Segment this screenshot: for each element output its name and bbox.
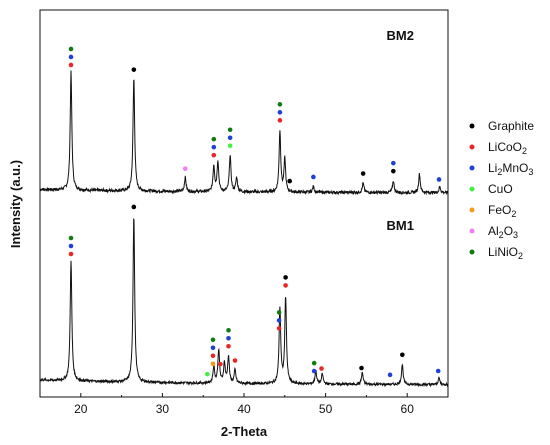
phase-marker-licoo2 [68, 62, 74, 68]
phase-marker-li2mno3 [227, 135, 233, 141]
x-tick-label: 20 [74, 402, 88, 416]
legend-dot-linio2 [469, 249, 475, 255]
phase-marker-linio2 [211, 136, 217, 142]
legend-text-part: LiCoO [488, 140, 522, 154]
x-tick-label: 30 [156, 402, 170, 416]
phase-marker-linio2 [277, 102, 283, 107]
legend-label-licoo2: LiCoO2 [488, 140, 527, 156]
legend-text-part: O [504, 224, 513, 238]
phase-marker-linio2 [311, 360, 317, 366]
phase-marker-li2mno3 [311, 368, 317, 374]
legend-subscript: 2 [497, 167, 502, 177]
sample-label-bm1: BM1 [387, 218, 414, 233]
legend-text-part: LiNiO [488, 245, 518, 259]
legend-subscript: 2 [511, 209, 516, 219]
phase-markers [68, 46, 442, 378]
legend-label-linio2: LiNiO2 [488, 245, 523, 261]
phase-marker-li2mno3 [391, 160, 396, 166]
legend-text-part: Al [488, 224, 499, 238]
phase-marker-licoo2 [218, 361, 223, 367]
legend-subscript: 3 [528, 167, 533, 177]
diffraction-traces [39, 70, 449, 388]
phase-marker-li2mno3 [435, 368, 441, 374]
x-tick-label: 60 [401, 402, 415, 416]
phase-marker-li2mno3 [211, 144, 217, 150]
phase-marker-graphite [400, 352, 405, 358]
phase-marker-li2mno3 [226, 335, 231, 341]
phase-marker-graphite [360, 171, 366, 176]
trace-bm2 [39, 70, 449, 196]
y-axis-title: Intensity (a.u.) [8, 160, 23, 248]
x-axis-title: 2-Theta [221, 424, 268, 439]
legend-label-al2o3: Al2O3 [488, 224, 518, 240]
sample-label-bm2: BM2 [387, 28, 414, 43]
legend-label-cuo: CuO [488, 182, 513, 196]
legend-subscript: 2 [499, 230, 504, 240]
phase-marker-li2mno3 [68, 243, 74, 249]
phase-marker-licoo2 [277, 118, 283, 123]
legend-text-part: Graphite [488, 119, 534, 133]
trace-bm1 [39, 217, 449, 388]
legend-subscript: 3 [513, 230, 518, 240]
phase-marker-cuo [227, 143, 233, 149]
x-tick-label: 40 [237, 402, 251, 416]
legend-dot-cuo [469, 186, 475, 192]
phase-marker-licoo2 [276, 326, 282, 331]
phase-marker-linio2 [210, 337, 216, 343]
phase-marker-licoo2 [210, 353, 216, 359]
legend-label-graphite: Graphite [488, 119, 534, 133]
legend-subscript: 2 [522, 146, 527, 156]
legend-dot-graphite [469, 123, 475, 129]
legend-text-part: MnO [502, 161, 528, 175]
legend-dot-licoo2 [469, 144, 475, 150]
legend-dot-li2mno3 [469, 165, 475, 171]
phase-marker-licoo2 [211, 152, 217, 158]
phase-marker-licoo2 [232, 358, 238, 363]
phase-marker-licoo2 [283, 283, 288, 288]
phase-marker-graphite [131, 67, 137, 72]
phase-marker-li2mno3 [436, 177, 442, 182]
phase-marker-cuo [204, 371, 210, 377]
legend-dot-al2o3 [469, 228, 475, 234]
legend-text-part: CuO [488, 182, 513, 196]
legend-text-part: FeO [488, 203, 511, 217]
phase-marker-linio2 [68, 235, 74, 241]
phase-marker-graphite [131, 204, 137, 210]
phase-marker-li2mno3 [387, 372, 393, 378]
legend-text-part: Li [488, 161, 497, 175]
phase-marker-licoo2 [226, 343, 231, 349]
phase-marker-li2mno3 [210, 345, 216, 351]
phase-marker-linio2 [226, 327, 231, 333]
phase-marker-li2mno3 [276, 318, 282, 323]
x-tick-label: 50 [319, 402, 333, 416]
phase-marker-graphite [283, 275, 288, 280]
phase-marker-linio2 [68, 46, 74, 52]
phase-marker-feo2 [210, 361, 216, 367]
phase-marker-linio2 [276, 310, 282, 315]
legend-dot-feo2 [469, 207, 475, 213]
legend-subscript: 2 [518, 251, 523, 261]
x-axis-ticks: 20 30 40 50 60 [39, 393, 449, 416]
phase-marker-graphite [287, 178, 292, 184]
phase-marker-licoo2 [68, 251, 74, 257]
phase-marker-licoo2 [319, 366, 324, 371]
phase-marker-li2mno3 [311, 174, 316, 180]
phase-marker-linio2 [227, 127, 233, 133]
legend-label-feo2: FeO2 [488, 203, 516, 219]
legend-label-li2mno3: Li2MnO3 [488, 161, 533, 177]
phase-marker-graphite [359, 365, 364, 371]
plot-frame [39, 9, 449, 398]
phase-marker-al2o3 [182, 166, 188, 171]
phase-marker-li2mno3 [68, 54, 74, 60]
phase-marker-graphite [391, 168, 396, 174]
phase-marker-li2mno3 [277, 110, 283, 115]
